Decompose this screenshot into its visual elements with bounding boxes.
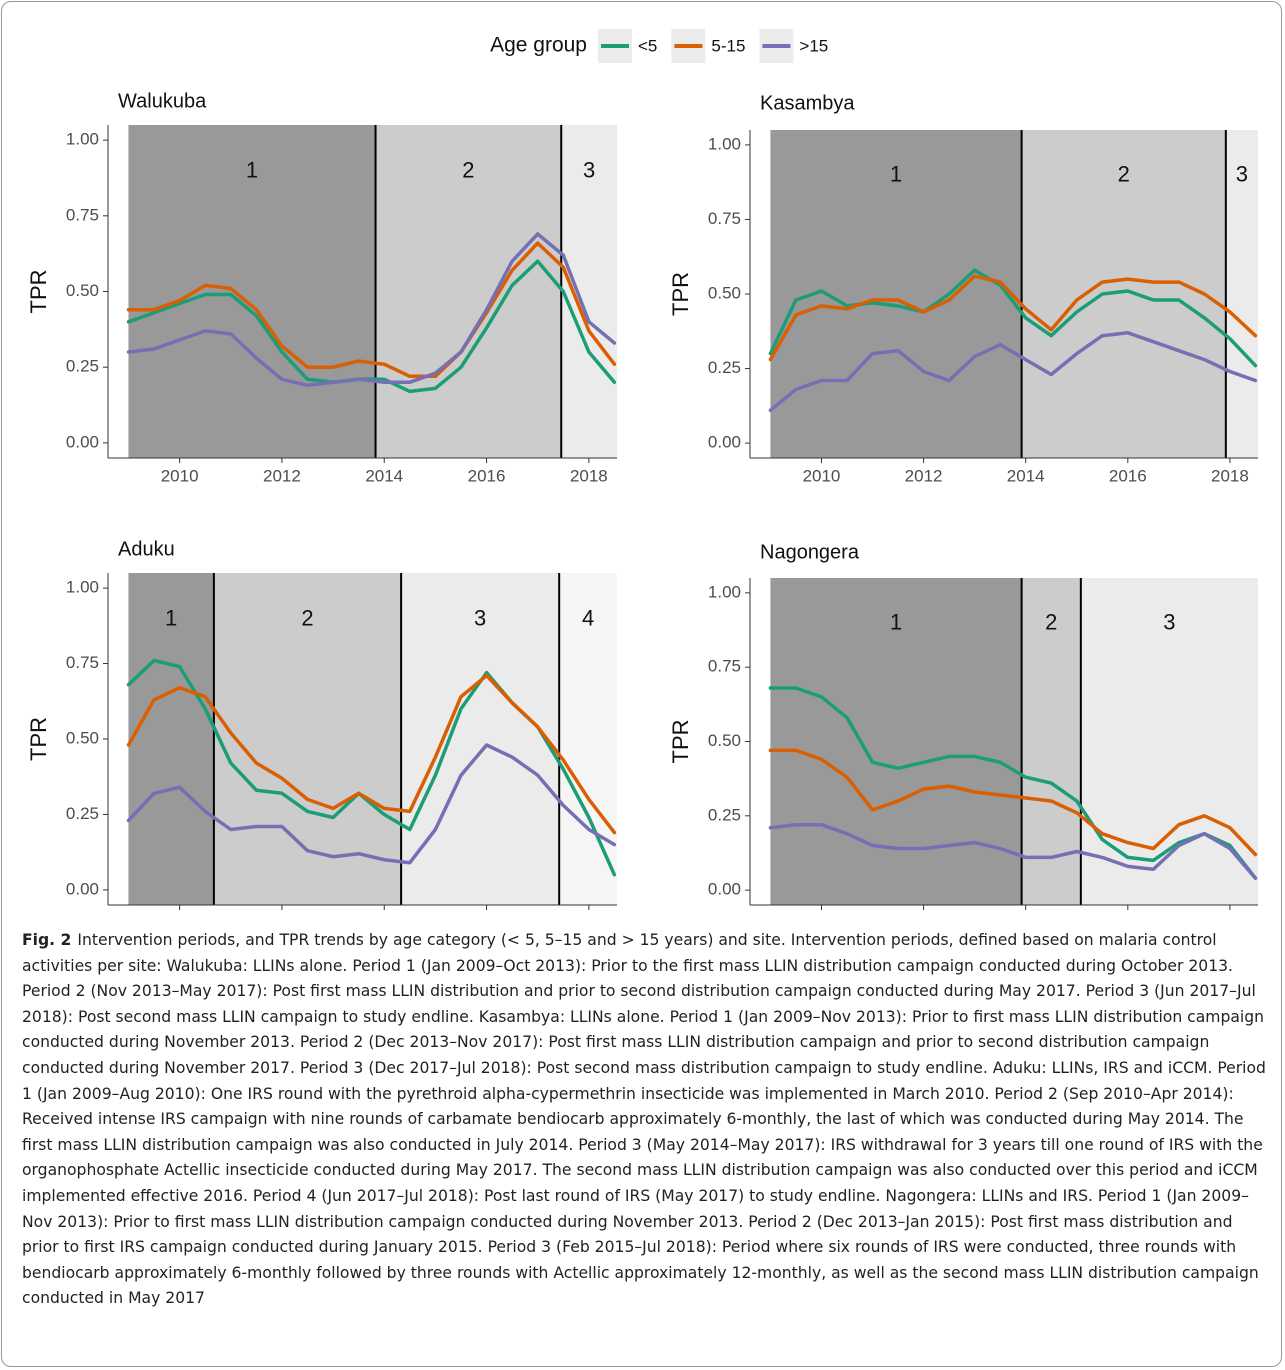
trend-line [768,331,1258,413]
trend-line [126,232,617,388]
period-label: 3 [583,157,595,182]
period-label: 4 [582,605,594,630]
x-tick-label: 2018 [570,913,608,915]
x-tick-label: 2018 [1211,913,1249,915]
y-tick-label: 1.00 [66,130,99,149]
y-tick-label: 0.75 [708,209,741,228]
caption-text: Intervention periods, and TPR trends by … [22,931,1266,1308]
legend-label: <5 [638,36,657,55]
trend-line [768,268,1258,368]
period-label: 2 [1118,162,1130,187]
period-band [401,573,560,905]
period-label: 2 [1045,610,1057,635]
x-tick-label: 2016 [468,466,506,485]
caption-label: Fig. 2 [22,931,72,949]
y-tick-label: 0.00 [66,879,99,898]
x-tick-label: 2014 [1007,913,1045,915]
period-label: 1 [890,162,902,187]
legend-title: Age group [490,34,587,57]
x-tick-label: 2014 [365,913,403,915]
y-tick-label: 0.00 [708,433,741,452]
panel-title: Nagongera [760,541,860,563]
period-label: 1 [890,610,902,635]
x-tick-label: 2010 [803,913,841,915]
y-tick-label: 0.75 [708,657,741,676]
y-tick-label: 1.00 [66,578,99,597]
y-tick-label: 0.25 [66,357,99,376]
period-band [559,573,617,905]
y-tick-label: 0.25 [66,804,99,823]
period-label: 3 [474,605,486,630]
y-tick-label: 1.00 [708,134,741,153]
y-tick-label: 0.25 [708,358,741,377]
legend-label: >15 [799,36,828,55]
trend-line [126,673,617,835]
x-tick-label: 2018 [570,466,608,485]
x-tick-label: 2010 [161,913,199,915]
period-label: 1 [165,605,177,630]
trend-line [768,822,1258,880]
y-tick-label: 0.00 [708,880,741,899]
period-label: 3 [1236,162,1248,187]
y-tick-label: 1.00 [708,582,741,601]
period-band [375,125,562,458]
period-label: 3 [1163,610,1175,635]
period-band [561,125,617,458]
x-tick-label: 2018 [1211,466,1249,485]
period-band [1225,130,1258,458]
x-tick-label: 2014 [365,466,403,485]
trend-line [126,241,617,379]
period-label: 2 [462,157,474,182]
y-tick-label: 0.25 [708,805,741,824]
y-tick-label: 0.50 [66,728,99,747]
panel-title: Aduku [118,538,175,560]
x-tick-label: 2016 [1109,913,1147,915]
trend-line [768,748,1258,857]
y-axis-label: TPR [26,717,51,761]
x-tick-label: 2014 [1007,466,1045,485]
y-axis-label: TPR [668,272,693,316]
x-tick-label: 2012 [263,913,301,915]
panel-title: Kasambya [760,92,855,114]
chart-figure: Age group <5 5-15 >15 Walukuba TPR 1 2 3 0.00 0.2… [26,29,1258,915]
caption: Fig. 2 Intervention periods, and TPR tren… [22,928,1272,1312]
period-band [1021,578,1081,905]
panel-title: Walukuba [118,90,207,112]
x-tick-label: 2012 [905,466,943,485]
trend-line [768,274,1258,362]
y-tick-label: 0.00 [66,432,99,451]
period-band [1021,130,1226,458]
period-label: 2 [301,605,313,630]
y-axis-label: TPR [668,720,693,764]
y-tick-label: 0.50 [708,731,741,750]
period-label: 1 [246,157,258,182]
x-tick-label: 2010 [803,466,841,485]
y-tick-label: 0.50 [66,281,99,300]
x-tick-label: 2016 [1109,466,1147,485]
x-tick-label: 2012 [263,466,301,485]
trend-line [768,686,1258,880]
legend-label: 5-15 [711,36,745,55]
period-band [128,125,376,458]
period-band [770,578,1022,905]
y-tick-label: 0.75 [66,653,99,672]
x-tick-label: 2016 [468,913,506,915]
period-band [128,573,214,905]
x-tick-label: 2010 [161,466,199,485]
y-tick-label: 0.50 [708,283,741,302]
y-axis-label: TPR [26,270,51,314]
y-tick-label: 0.75 [66,205,99,224]
trend-line [126,743,617,865]
x-tick-label: 2012 [905,913,943,915]
